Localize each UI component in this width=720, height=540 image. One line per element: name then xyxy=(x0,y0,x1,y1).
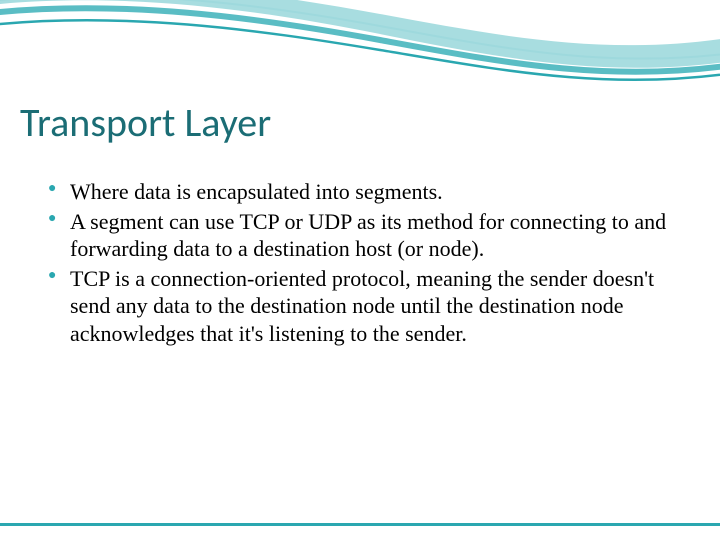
bullet-list: Where data is encapsulated into segments… xyxy=(48,178,680,349)
page-title: Transport Layer xyxy=(20,98,271,147)
bullet-text: TCP is a connection-oriented protocol, m… xyxy=(70,266,654,346)
bullet-text: Where data is encapsulated into segments… xyxy=(70,179,443,204)
list-item: A segment can use TCP or UDP as its meth… xyxy=(48,208,680,263)
list-item: TCP is a connection-oriented protocol, m… xyxy=(48,265,680,348)
list-item: Where data is encapsulated into segments… xyxy=(48,178,680,206)
bullet-text: A segment can use TCP or UDP as its meth… xyxy=(70,209,666,262)
decorative-footer-line xyxy=(0,523,720,526)
decorative-wave-header xyxy=(0,0,720,100)
